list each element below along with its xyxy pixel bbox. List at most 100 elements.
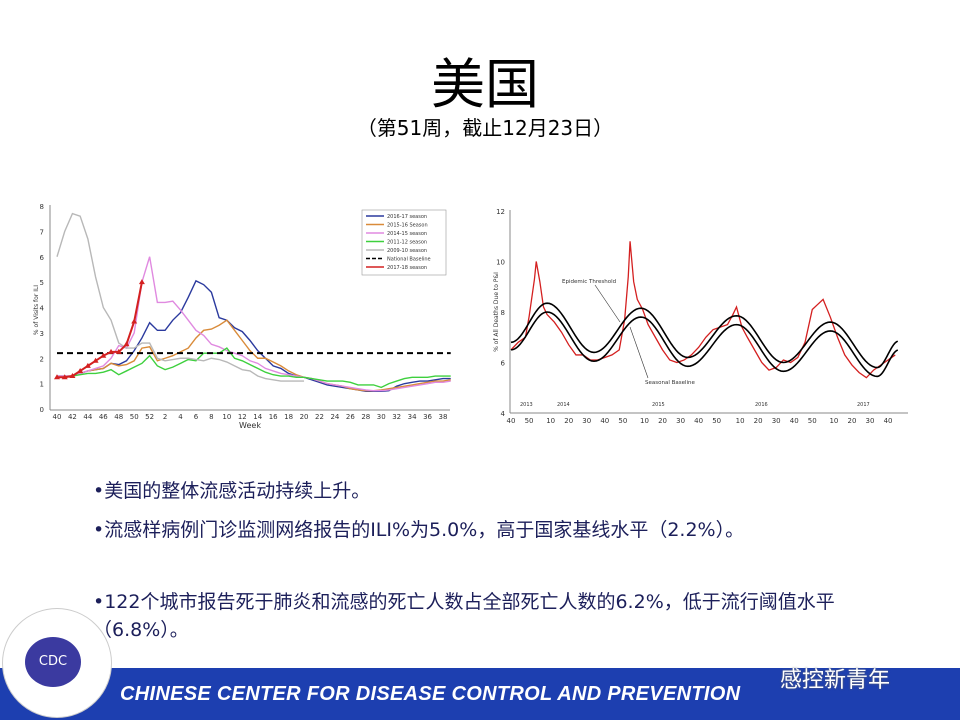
footer-band (0, 668, 960, 720)
series-marker (131, 318, 138, 324)
x-tick-label: 40 (507, 417, 516, 425)
x-tick-label: 10 (829, 417, 838, 425)
y-tick-label: 1 (40, 381, 44, 389)
legend-label: 2017-18 season (387, 265, 427, 271)
x-tick-label: 44 (83, 413, 92, 421)
series-marker (115, 348, 122, 354)
x-tick-label: 20 (847, 417, 856, 425)
series-line-1 (57, 319, 451, 392)
x-tick-label: 2 (163, 413, 167, 421)
x-tick-label: 26 (346, 413, 355, 421)
x-tick-label: 8 (209, 413, 213, 421)
y-tick-label: 4 (40, 305, 45, 313)
threshold-line (510, 302, 899, 369)
series-line-3 (57, 347, 451, 389)
x-tick-label: 4 (178, 413, 183, 421)
series-marker (77, 367, 84, 373)
x-tick-label: 10 (546, 417, 555, 425)
y-tick-label: 10 (496, 259, 505, 267)
x-tick-label: 28 (361, 413, 370, 421)
slide-subtitle: （第51周，截止12月23日） (356, 116, 614, 140)
footer-text: CHINESE CENTER FOR DISEASE CONTROL AND P… (120, 683, 741, 705)
year-label: 2014 (557, 402, 570, 408)
x-tick-label: 50 (808, 417, 817, 425)
x-tick-label: 50 (525, 417, 534, 425)
y-tick-label: 3 (40, 330, 44, 338)
x-tick-label: 40 (790, 417, 799, 425)
x-axis-label: Week (239, 421, 261, 430)
series-line-4 (56, 212, 305, 382)
x-tick-label: 30 (866, 417, 875, 425)
x-tick-label: 34 (408, 413, 417, 421)
legend-box (361, 209, 447, 276)
x-tick-label: 30 (582, 417, 591, 425)
legend-label: 2011-12 season (387, 240, 427, 246)
series-marker (108, 348, 115, 354)
x-tick-label: 52 (145, 413, 154, 421)
bullet-2: •流感样病例门诊监测网络报告的ILI%为5.0%，高于国家基线水平（2.2%）。 (93, 519, 745, 541)
series-marker (61, 374, 68, 380)
y-axis-label: % of Visits for ILI (33, 285, 40, 335)
year-label: 2016 (755, 402, 768, 408)
bullet-3: •122个城市报告死于肺炎和流感的死亡人数占全部死亡人数的6.2%，低于流行阈值… (93, 591, 835, 641)
x-tick-label: 40 (600, 417, 609, 425)
x-tick-label: 20 (754, 417, 763, 425)
annotation-arrow (594, 284, 621, 323)
x-tick-label: 42 (68, 413, 77, 421)
series-marker (54, 374, 60, 380)
x-tick-label: 40 (53, 413, 62, 421)
pi-mortality-chart: 4 6 8 10 12 40 50 10 20 30 40 50 10 20 30 40 50 10 20 30 40 5… (493, 208, 908, 425)
series-marker (138, 279, 145, 285)
year-label: 2013 (520, 402, 533, 408)
series-marker (92, 357, 99, 363)
baseline-line (510, 311, 899, 378)
x-tick-label: 14 (253, 413, 262, 421)
x-tick-label: 20 (564, 417, 573, 425)
x-tick-label: 50 (618, 417, 627, 425)
y-tick-label: 4 (501, 410, 506, 418)
x-tick-label: 50 (712, 417, 721, 425)
x-tick-label: 20 (300, 413, 309, 421)
x-tick-label: 48 (114, 413, 123, 421)
y-tick-label: 5 (40, 279, 44, 287)
x-tick-label: 32 (392, 413, 401, 421)
cdc-logo: CDC (2, 608, 112, 718)
bullet-1: •美国的整体流感活动持续上升。 (93, 480, 371, 502)
y-axis-label: % of All Deaths Due to P&I (493, 272, 500, 352)
x-tick-label: 10 (736, 417, 745, 425)
x-tick-label: 16 (269, 413, 278, 421)
annotation-baseline: Seasonal Baseline (645, 380, 696, 386)
year-label: 2017 (857, 402, 870, 408)
y-tick-label: 8 (40, 203, 44, 211)
legend-label: 2016-17 season (387, 214, 427, 220)
legend-label: National Baseline (387, 257, 431, 263)
y-tick-label: 0 (40, 406, 44, 414)
x-tick-label: 36 (423, 413, 432, 421)
series-marker (100, 352, 107, 358)
legend-label: 2015-16 Season (387, 223, 428, 229)
annotation-arrow (629, 326, 649, 379)
slide-title: 美国 (431, 53, 539, 116)
x-tick-label: 40 (884, 417, 893, 425)
series-marker (69, 373, 76, 379)
x-tick-label: 10 (222, 413, 231, 421)
x-tick-label: 30 (772, 417, 781, 425)
annotation-threshold: Epidemic Threshold (562, 279, 616, 285)
x-tick-label: 38 (439, 413, 448, 421)
x-tick-label: 10 (640, 417, 649, 425)
x-tick-label: 18 (284, 413, 293, 421)
x-tick-label: 30 (676, 417, 685, 425)
watermark: 感控新青年 (780, 668, 891, 693)
cdc-logo-mark: CDC (25, 637, 81, 687)
y-tick-label: 12 (496, 208, 505, 216)
y-tick-label: 6 (40, 254, 45, 262)
legend-label: 2014-15 season (387, 231, 427, 237)
y-tick-label: 2 (40, 355, 44, 363)
x-tick-label: 30 (377, 413, 386, 421)
x-tick-label: 22 (315, 413, 324, 421)
series-marker (123, 341, 130, 347)
x-tick-label: 24 (330, 413, 339, 421)
x-tick-label: 50 (130, 413, 139, 421)
y-tick-label: 6 (501, 360, 506, 368)
